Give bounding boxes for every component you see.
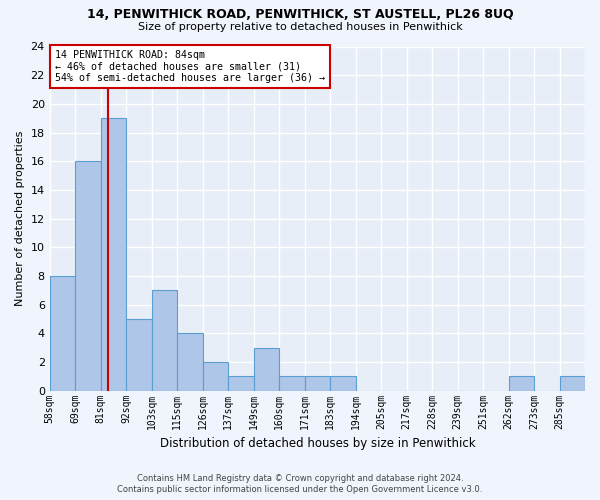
Bar [75,161,101,390]
Text: Contains HM Land Registry data © Crown copyright and database right 2024.
Contai: Contains HM Land Registry data © Crown c… [118,474,482,494]
Bar [509,376,534,390]
Bar [330,376,356,390]
Bar [560,376,585,390]
Bar [152,290,177,390]
X-axis label: Distribution of detached houses by size in Penwithick: Distribution of detached houses by size … [160,437,475,450]
Text: 14 PENWITHICK ROAD: 84sqm
← 46% of detached houses are smaller (31)
54% of semi-: 14 PENWITHICK ROAD: 84sqm ← 46% of detac… [55,50,325,83]
Bar [203,362,228,390]
Bar [279,376,305,390]
Text: 14, PENWITHICK ROAD, PENWITHICK, ST AUSTELL, PL26 8UQ: 14, PENWITHICK ROAD, PENWITHICK, ST AUST… [86,8,514,20]
Bar [228,376,254,390]
Bar [177,334,203,390]
Bar [126,319,152,390]
Y-axis label: Number of detached properties: Number of detached properties [15,131,25,306]
Bar [101,118,126,390]
Text: Size of property relative to detached houses in Penwithick: Size of property relative to detached ho… [137,22,463,32]
Bar [254,348,279,391]
Bar [50,276,75,390]
Bar [305,376,330,390]
